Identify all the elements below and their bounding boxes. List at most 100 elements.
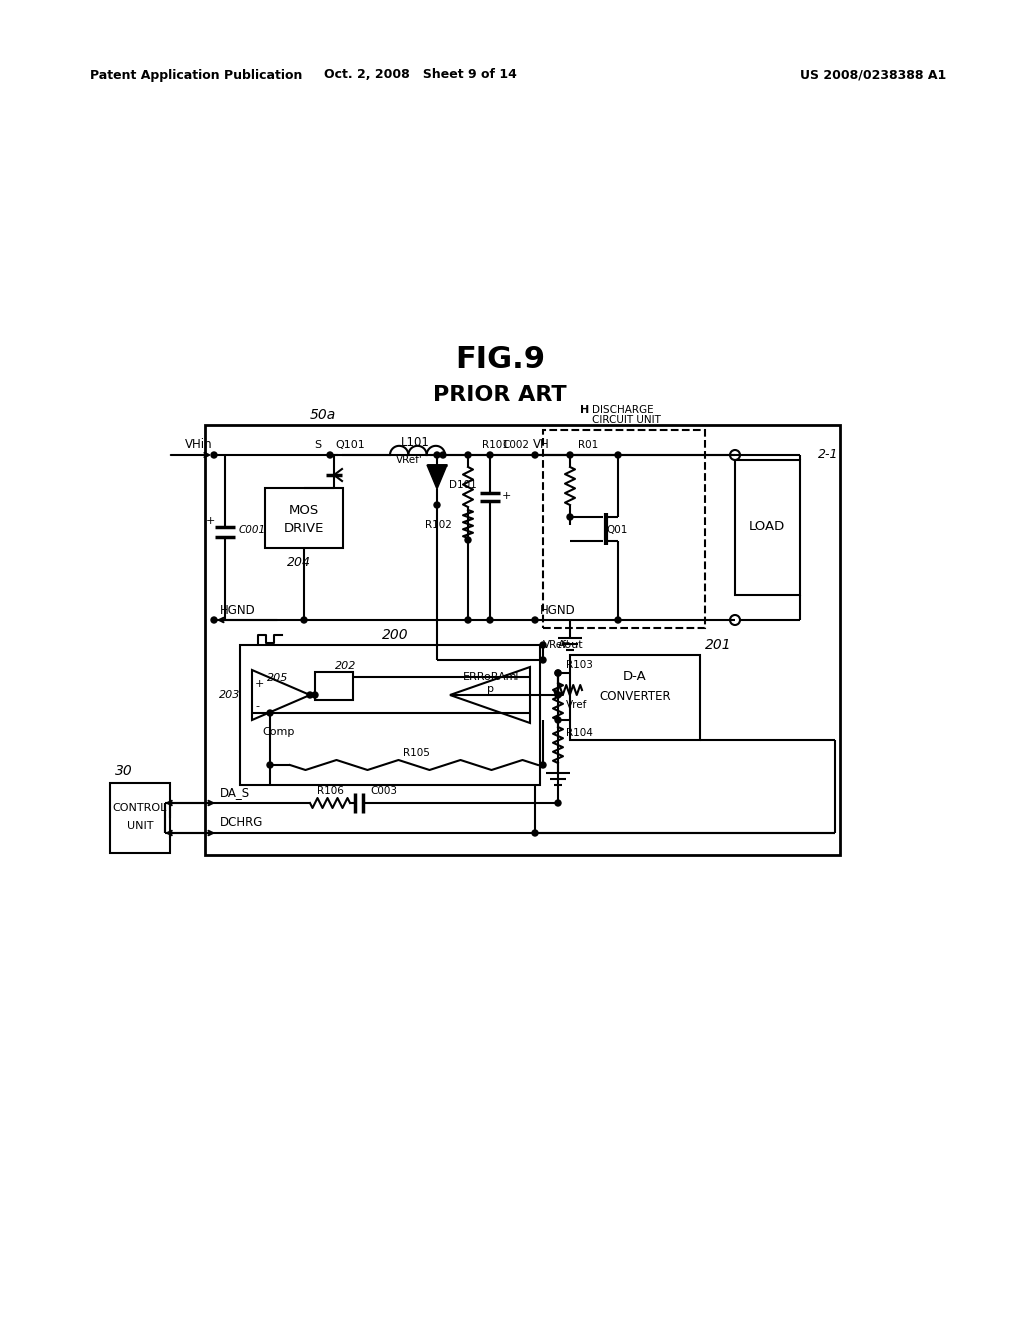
Text: HGND: HGND [220, 603, 256, 616]
Circle shape [567, 451, 573, 458]
Text: UNIT: UNIT [127, 821, 154, 832]
Circle shape [487, 451, 493, 458]
Text: +: + [255, 678, 264, 689]
Text: +: + [502, 491, 511, 502]
Circle shape [555, 717, 561, 723]
Text: DA_S: DA_S [220, 787, 250, 800]
Text: R101: R101 [482, 440, 509, 450]
Text: Q101: Q101 [335, 440, 365, 450]
Text: VHin: VHin [185, 438, 213, 451]
Circle shape [301, 616, 307, 623]
Text: CIRCUIT UNIT: CIRCUIT UNIT [592, 414, 660, 425]
Text: 203: 203 [219, 690, 240, 700]
Text: C001: C001 [239, 525, 266, 535]
Text: -: - [517, 706, 522, 719]
Bar [735, 459, 800, 595]
Circle shape [465, 616, 471, 623]
Text: D101: D101 [449, 480, 477, 490]
Text: VRef': VRef' [396, 455, 423, 465]
Text: R106: R106 [316, 785, 343, 796]
Bar [315, 672, 353, 700]
Circle shape [540, 762, 546, 768]
Text: FIG.9: FIG.9 [455, 346, 545, 375]
Circle shape [267, 762, 273, 768]
Circle shape [555, 671, 561, 676]
Bar [570, 655, 700, 741]
Text: 205: 205 [267, 673, 289, 682]
Circle shape [465, 451, 471, 458]
Text: Q01: Q01 [606, 525, 628, 535]
Circle shape [532, 451, 538, 458]
Text: +: + [206, 516, 215, 525]
Bar [543, 430, 705, 628]
Circle shape [327, 451, 333, 458]
Circle shape [465, 537, 471, 543]
Text: VRef': VRef' [543, 640, 569, 649]
Text: C002: C002 [502, 440, 529, 450]
Circle shape [532, 616, 538, 623]
Bar [240, 645, 540, 785]
Circle shape [267, 710, 273, 715]
Text: Oct. 2, 2008   Sheet 9 of 14: Oct. 2, 2008 Sheet 9 of 14 [324, 69, 516, 82]
Text: R103: R103 [566, 660, 593, 671]
Circle shape [434, 451, 440, 458]
Text: R104: R104 [566, 729, 593, 738]
Text: C003: C003 [370, 785, 397, 796]
Circle shape [312, 692, 318, 698]
Text: PRIOR ART: PRIOR ART [433, 385, 567, 405]
Circle shape [555, 800, 561, 807]
Text: ERRoRAm: ERRoRAm [463, 672, 517, 682]
Text: VH: VH [534, 438, 550, 451]
Text: US 2008/0238388 A1: US 2008/0238388 A1 [800, 69, 946, 82]
Circle shape [211, 616, 217, 623]
Text: D-A: D-A [624, 671, 647, 684]
Circle shape [540, 642, 546, 648]
Text: S: S [314, 440, 322, 450]
Text: LOAD: LOAD [749, 520, 785, 533]
Text: 2-1: 2-1 [818, 449, 839, 462]
Circle shape [567, 513, 573, 520]
Text: 202: 202 [335, 661, 356, 671]
Circle shape [307, 692, 313, 698]
Text: MOS: MOS [289, 503, 319, 516]
Text: 30: 30 [115, 764, 133, 777]
Polygon shape [252, 671, 310, 719]
Circle shape [434, 502, 440, 508]
Text: CONTROL: CONTROL [113, 803, 167, 813]
Text: Aout: Aout [558, 640, 584, 649]
Text: L101: L101 [400, 437, 429, 450]
Polygon shape [450, 667, 530, 723]
Bar [205, 425, 840, 855]
Text: 204: 204 [287, 557, 311, 569]
Circle shape [487, 616, 493, 623]
Text: +: + [512, 671, 522, 684]
Text: 200: 200 [382, 628, 409, 642]
Circle shape [555, 692, 561, 698]
Polygon shape [427, 465, 447, 488]
Text: HGND: HGND [540, 603, 575, 616]
Text: R01: R01 [578, 440, 598, 450]
Text: DRIVE: DRIVE [284, 521, 325, 535]
Bar [110, 783, 170, 853]
Text: p: p [486, 684, 494, 694]
Text: DISCHARGE: DISCHARGE [592, 405, 653, 414]
Text: Vref: Vref [566, 700, 588, 710]
Text: Patent Application Publication: Patent Application Publication [90, 69, 302, 82]
Text: R105: R105 [402, 748, 429, 758]
Circle shape [540, 657, 546, 663]
Text: R102: R102 [425, 520, 452, 531]
Text: CONVERTER: CONVERTER [599, 690, 671, 704]
Circle shape [532, 830, 538, 836]
Text: 50a: 50a [310, 408, 336, 422]
Bar [265, 488, 343, 548]
Text: -: - [255, 701, 259, 711]
Circle shape [615, 451, 621, 458]
Circle shape [440, 451, 446, 458]
Circle shape [211, 451, 217, 458]
Text: Comp: Comp [262, 727, 294, 737]
Text: DCHRG: DCHRG [220, 817, 263, 829]
Text: 201: 201 [705, 638, 731, 652]
Circle shape [555, 671, 561, 676]
Circle shape [615, 616, 621, 623]
Text: H: H [580, 405, 589, 414]
